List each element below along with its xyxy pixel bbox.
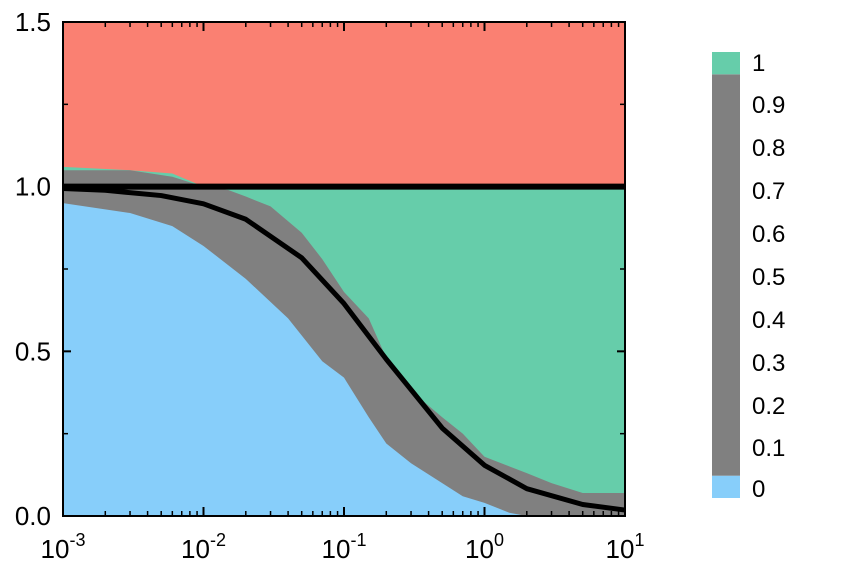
colorbar-label: 0.2 (752, 393, 785, 420)
colorbar-label: 0.8 (752, 135, 785, 162)
colorbar-segment (712, 52, 740, 75)
colorbar-label: 0.7 (752, 178, 785, 205)
colorbar-segment (712, 475, 740, 498)
x-tick-label: 100 (465, 530, 504, 564)
colorbar-label: 0.9 (752, 92, 785, 119)
axes: 0.0 0.5 1.0 1.5 10-3 10-2 10-1 100 101 (15, 7, 645, 564)
y-tick-label: 0.5 (15, 336, 51, 366)
x-tick-label: 10-2 (181, 530, 226, 564)
colorbar-segment (712, 74, 740, 476)
colorbar-label: 0 (752, 476, 765, 503)
colorbar: 1 0.9 0.8 0.7 0.6 0.5 0.4 0.3 0.2 0.1 0 (712, 50, 785, 503)
plot-area (62, 22, 626, 516)
x-tick-label: 10-3 (41, 530, 86, 564)
colorbar-label: 0.3 (752, 350, 785, 377)
red-region (63, 22, 625, 187)
x-tick-label: 10-1 (322, 530, 367, 564)
blue-region (63, 203, 625, 516)
colorbar-label: 0.6 (752, 221, 785, 248)
colorbar-label: 0.1 (752, 435, 785, 462)
y-tick-label: 1.5 (15, 7, 51, 37)
colorbar-label: 1 (752, 50, 765, 77)
colorbar-label: 0.4 (752, 307, 785, 334)
y-tick-label: 0.0 (15, 501, 51, 531)
y-tick-label: 1.0 (15, 172, 51, 202)
colorbar-label: 0.5 (752, 264, 785, 291)
fit-curve (62, 185, 626, 513)
x-tick-label: 101 (606, 530, 645, 564)
